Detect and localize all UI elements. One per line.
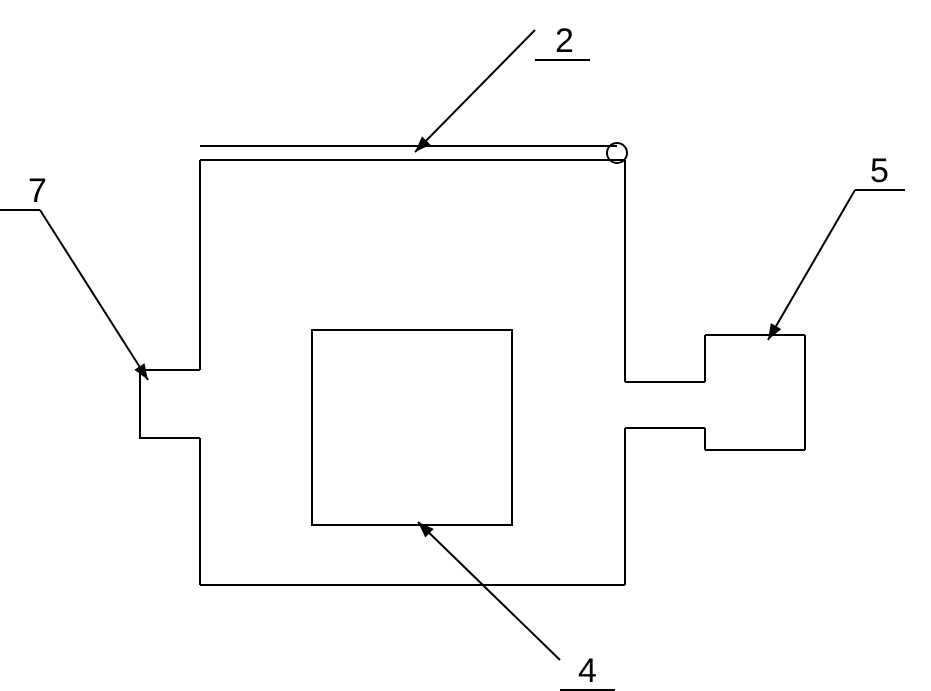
label-4: 4	[578, 652, 597, 690]
left-tab	[140, 370, 200, 438]
leader-line-4	[418, 522, 560, 660]
label-5: 5	[870, 152, 889, 190]
leader-line-5	[768, 190, 855, 340]
leader-line-7	[40, 210, 148, 380]
label-2: 2	[555, 22, 574, 60]
label-7: 7	[28, 172, 47, 210]
inner-box	[312, 330, 512, 525]
leader-arrowhead-7	[134, 363, 148, 380]
leader-line-2	[415, 30, 535, 152]
leader-arrowhead-5	[768, 323, 781, 340]
